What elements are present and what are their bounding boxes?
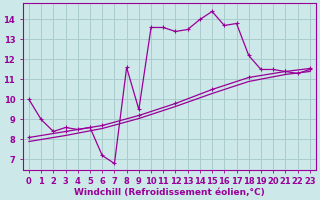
X-axis label: Windchill (Refroidissement éolien,°C): Windchill (Refroidissement éolien,°C): [74, 188, 265, 197]
